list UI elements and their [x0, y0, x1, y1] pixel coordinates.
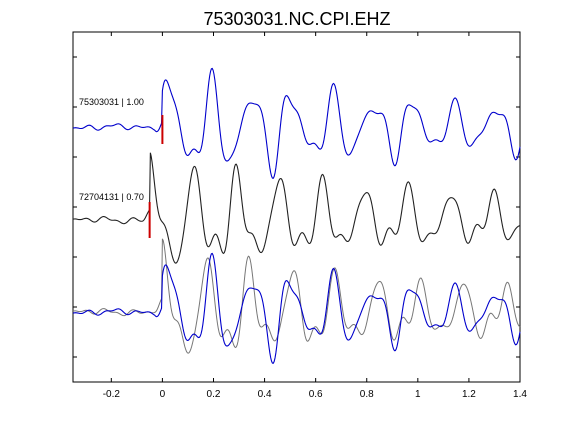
- trace-label-72704131: 72704131 | 0.70: [79, 192, 144, 202]
- x-tick-label: 0.8: [360, 389, 374, 400]
- x-axis-ticks: -0.2 0 0.2 0.4 0.6 0.8 1 1.2 1.4: [103, 32, 527, 400]
- trace-label-75303031: 75303031 | 1.00: [79, 97, 144, 107]
- chart-title: 75303031.NC.CPI.EHZ: [203, 9, 390, 29]
- x-tick-label: 0.2: [207, 389, 221, 400]
- trace-line-72704131: [72, 152, 521, 264]
- overlay-trace-75303031: [72, 252, 521, 364]
- trace-line-75303031: [72, 67, 521, 179]
- x-tick-label: 1.2: [462, 389, 476, 400]
- x-tick-label: 0: [160, 389, 166, 400]
- x-tick-label: -0.2: [103, 389, 121, 400]
- trace-labels: 75303031 | 1.00 72704131 | 0.70: [79, 97, 144, 202]
- x-tick-label: 0.6: [309, 389, 323, 400]
- plot-frame: [72, 31, 521, 383]
- waveform-traces: [72, 67, 521, 364]
- x-tick-label: 1.4: [513, 389, 527, 400]
- x-tick-label: 0.4: [258, 389, 272, 400]
- x-tick-label: 1: [415, 389, 421, 400]
